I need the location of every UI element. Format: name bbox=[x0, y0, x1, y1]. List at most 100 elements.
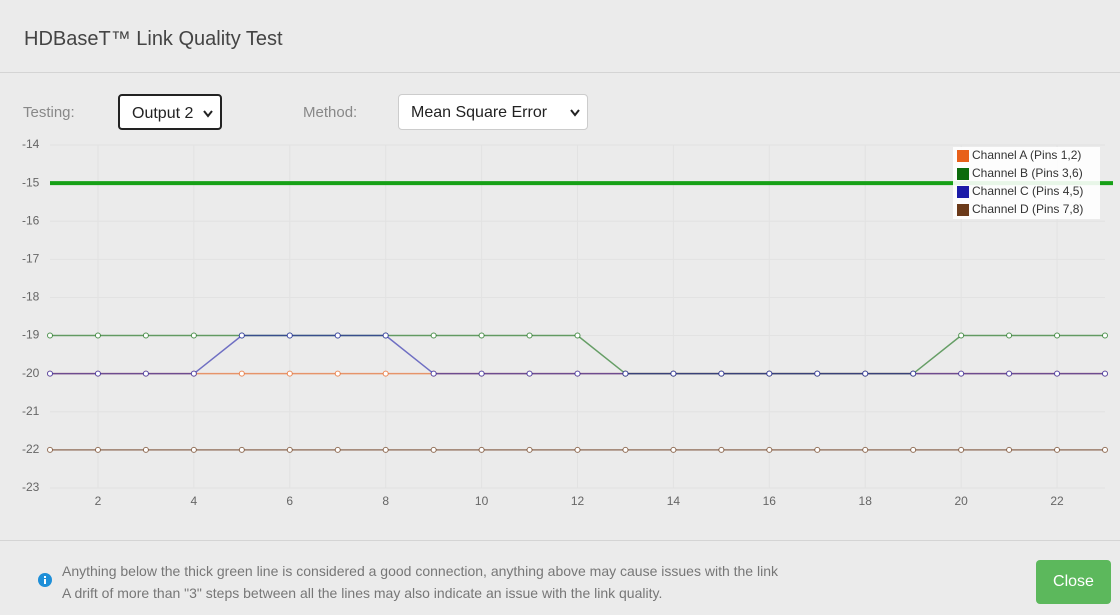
data-point bbox=[1006, 446, 1013, 453]
legend-swatch bbox=[957, 204, 969, 216]
data-point bbox=[382, 370, 389, 377]
x-tick-label: 16 bbox=[763, 494, 777, 508]
data-point bbox=[142, 446, 149, 453]
data-point bbox=[286, 446, 293, 453]
data-point bbox=[1102, 332, 1108, 339]
data-point bbox=[910, 370, 917, 377]
data-point bbox=[430, 332, 437, 339]
data-point bbox=[622, 446, 629, 453]
chevron bbox=[570, 109, 580, 117]
data-point bbox=[958, 446, 965, 453]
legend-swatch bbox=[957, 186, 969, 198]
data-point bbox=[862, 370, 869, 377]
legend-box bbox=[953, 147, 1100, 219]
data-point bbox=[814, 370, 821, 377]
data-point bbox=[1102, 446, 1108, 453]
data-point bbox=[622, 370, 629, 377]
data-point bbox=[238, 370, 245, 377]
data-point bbox=[718, 446, 725, 453]
legend-label: Channel A (Pins 1,2) bbox=[972, 148, 1081, 162]
method-select[interactable]: Mean Square Error bbox=[398, 94, 588, 130]
testing-label: Testing: bbox=[23, 104, 75, 121]
data-point bbox=[94, 370, 101, 377]
footer-note: A drift of more than "3" steps between a… bbox=[62, 585, 663, 601]
data-point bbox=[142, 332, 149, 339]
data-point bbox=[1054, 332, 1061, 339]
x-tick-label: 10 bbox=[475, 494, 489, 508]
chart: -14 -15 -16 -17 -18 -19 -20 -21 -22 -23 2 4 6 8 10 12 14… bbox=[22, 137, 1113, 508]
data-point bbox=[1054, 446, 1061, 453]
x-tick-label: 22 bbox=[1050, 494, 1064, 508]
x-tick-label: 14 bbox=[667, 494, 681, 508]
data-point bbox=[862, 446, 869, 453]
data-point bbox=[334, 370, 341, 377]
data-point bbox=[190, 332, 197, 339]
data-point bbox=[526, 446, 533, 453]
legend-swatch bbox=[957, 168, 969, 180]
modal-title: HDBaseT™ Link Quality Test bbox=[24, 28, 283, 50]
data-point bbox=[910, 446, 917, 453]
data-point bbox=[382, 446, 389, 453]
x-tick-label: 20 bbox=[954, 494, 968, 508]
footer-note: Anything below the thick green line is c… bbox=[62, 563, 778, 579]
data-point bbox=[190, 370, 197, 377]
data-point bbox=[1102, 370, 1108, 377]
legend-label: Channel B (Pins 3,6) bbox=[972, 166, 1083, 180]
data-point bbox=[1006, 332, 1013, 339]
legend-label: Channel C (Pins 4,5) bbox=[972, 184, 1083, 198]
data-point bbox=[478, 446, 485, 453]
method-label: Method: bbox=[303, 104, 358, 121]
x-tick-label: 6 bbox=[286, 494, 293, 508]
data-point bbox=[574, 332, 581, 339]
data-point bbox=[430, 446, 437, 453]
y-tick-label: -14 bbox=[22, 137, 40, 151]
testing-select[interactable]: Output 2 bbox=[118, 94, 222, 130]
data-point bbox=[382, 332, 389, 339]
data-point bbox=[334, 446, 341, 453]
method-value: Mean Square Error bbox=[411, 104, 548, 121]
data-point bbox=[478, 332, 485, 339]
data-point bbox=[94, 332, 101, 339]
data-point bbox=[286, 332, 293, 339]
y-tick-label: -18 bbox=[22, 290, 40, 304]
modal-header bbox=[0, 0, 1120, 73]
data-point bbox=[334, 332, 341, 339]
y-tick-label: -20 bbox=[22, 366, 40, 380]
data-point bbox=[574, 370, 581, 377]
x-tick-label: 12 bbox=[571, 494, 585, 508]
data-point bbox=[47, 446, 53, 453]
data-point bbox=[1006, 370, 1013, 377]
data-point bbox=[238, 332, 245, 339]
legend-label: Channel D (Pins 7,8) bbox=[972, 202, 1083, 216]
modal-footer bbox=[0, 540, 1120, 615]
y-tick-label: -22 bbox=[22, 442, 40, 456]
testing-value: Output 2 bbox=[132, 105, 194, 122]
data-point bbox=[958, 332, 965, 339]
y-tick-label: -21 bbox=[22, 404, 40, 418]
close-button[interactable]: Close bbox=[1036, 560, 1111, 604]
data-point bbox=[47, 370, 53, 377]
data-point bbox=[1054, 370, 1061, 377]
y-tick-label: -23 bbox=[22, 480, 40, 494]
legend-swatch bbox=[957, 150, 969, 162]
data-point bbox=[478, 370, 485, 377]
data-point bbox=[286, 370, 293, 377]
y-tick-label: -19 bbox=[22, 328, 40, 342]
info-icon bbox=[38, 573, 52, 587]
data-point bbox=[958, 370, 965, 377]
y-tick-label: -15 bbox=[22, 175, 40, 189]
data-point bbox=[94, 446, 101, 453]
x-tick-label: 8 bbox=[382, 494, 389, 508]
data-point bbox=[670, 370, 677, 377]
x-tick-label: 2 bbox=[95, 494, 102, 508]
data-point bbox=[47, 332, 53, 339]
chevron bbox=[203, 110, 213, 118]
data-point bbox=[766, 370, 773, 377]
data-point bbox=[766, 446, 773, 453]
data-point bbox=[814, 446, 821, 453]
x-tick-label: 18 bbox=[859, 494, 873, 508]
y-tick-label: -16 bbox=[22, 213, 40, 227]
data-point bbox=[190, 446, 197, 453]
data-point bbox=[430, 370, 437, 377]
